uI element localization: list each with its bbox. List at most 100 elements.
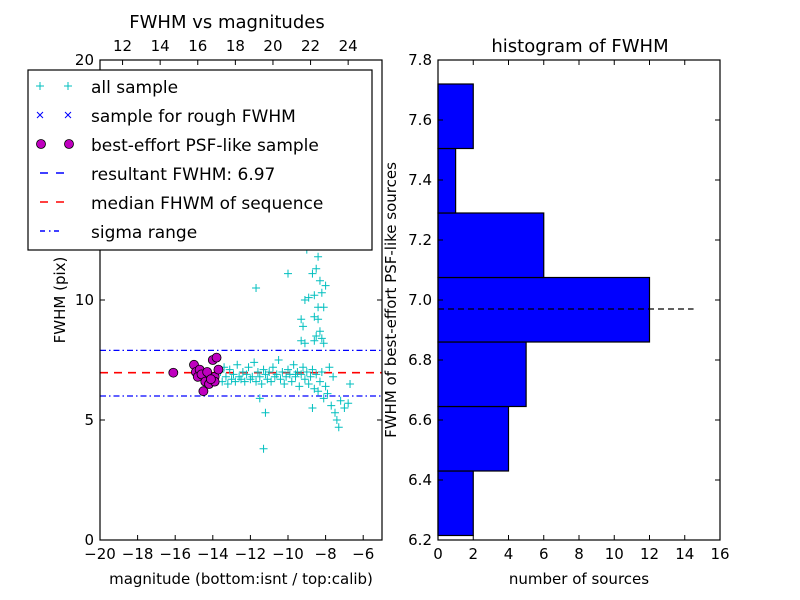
scatter-point-all-sample [317,334,326,343]
scatter-point-all-sample [299,322,308,331]
scatter-point-all-sample [321,382,330,391]
legend-entry-median-fwhm: median FHWM of sequence [40,194,323,214]
scatter-point-all-sample [291,370,300,379]
scatter-point-all-sample [231,377,240,386]
scatter-point-all-sample [229,370,238,379]
top-x-tick-label: 14 [151,37,170,55]
histogram-bar [437,276,651,343]
x-tick-label: −10 [272,545,304,563]
scatter-point-all-sample [332,416,341,424]
x-tick-label: 2 [468,545,478,563]
x-marker-icon [36,111,72,119]
x-tick-label: 8 [574,545,584,563]
legend-label: median FHWM of sequence [91,194,323,214]
histogram-bar [437,341,527,408]
y-tick-label: 7.8 [408,51,432,69]
scatter-point-all-sample [299,363,308,372]
legend-entry-psf-sample: best-effort PSF-like sample [36,136,319,156]
y-tick-label: 20 [75,51,94,69]
scatter-point-all-sample [315,327,324,336]
scatter-point-all-sample [221,372,230,381]
y-tick-label: 7.0 [408,291,432,309]
legend-entry-resultant-fwhm: resultant FWHM: 6.97 [40,165,275,185]
scatter-point-all-sample [312,332,321,340]
scatter-point-all-sample [315,276,324,285]
y-axis-ticks: 6.2 6.4 6.6 6.8 7.0 7.2 7.4 7.6 7.8 [408,51,720,549]
scatter-point-all-sample [253,368,262,376]
x-axis-ticks: 0 2 4 6 8 10 12 14 16 [433,60,730,563]
x-tick-label: −14 [197,545,229,563]
scatter-point-all-sample [336,396,345,405]
scatter-point-all-sample [325,363,334,372]
scatter-point-all-sample [244,363,253,372]
y-tick-label: 7.6 [408,111,432,129]
y-tick-label: 7.4 [408,171,432,189]
scatter-point-all-sample [223,380,232,388]
scatter-point-all-sample [317,288,326,297]
scatter-plot: −20 −18 −16 −14 −12 −10 −8 −6 0 5 10 20 12 14 16 18 20… [27,12,383,588]
scatter-point-all-sample [317,368,326,376]
legend-entry-all-sample: all sample [36,78,178,98]
x-tick-label: −16 [159,545,191,563]
scatter-point-all-sample [248,372,257,381]
scatter-point-all-sample [259,365,268,374]
scatter-point-all-sample [252,284,261,292]
x-tick-label: 4 [504,545,514,563]
scatter-point-all-sample [312,370,321,379]
top-x-tick-label: 20 [263,37,282,55]
reference-lines [100,349,382,397]
scatter-point-all-sample [319,339,328,348]
legend-entry-sigma-range: sigma range [40,223,197,243]
scatter-point-all-sample [314,387,323,396]
scatter-point-all-sample [306,372,315,381]
scatter-point-all-sample [334,423,343,432]
legend: all sample sample for rough FWHM best-ef… [27,69,373,251]
y-tick-label: 6.2 [408,531,432,549]
histogram-plot: 0 2 4 6 8 10 12 14 16 6.2 6.4 6.6 6.8 7.0 7.2 7.4 7.6 7.… [382,36,730,588]
legend-label: resultant FWHM: 6.97 [91,165,275,185]
top-x-tick-label: 12 [113,37,132,55]
scatter-point-all-sample [268,363,277,372]
x-tick-label: −8 [315,545,337,563]
scatter-point-all-sample [257,380,266,388]
y-tick-label: 5 [84,411,94,429]
scatter-point-all-sample [308,365,317,374]
histogram-bar [437,212,545,279]
histogram-bar [437,470,474,537]
histogram-bar [437,83,474,150]
x-tick-label: 0 [433,545,443,563]
scatter-point-all-sample [267,377,276,386]
x-axis-ticks: −20 −18 −16 −14 −12 −10 −8 −6 [84,535,374,563]
circle-marker-icon [36,139,74,149]
histogram-title: histogram of FWHM [491,36,668,57]
x-tick-label: 14 [675,545,694,563]
x-tick-label: 16 [710,545,729,563]
legend-label: sigma range [91,223,197,243]
scatter-point-psf-sample [213,364,224,375]
histogram-bars [437,83,651,537]
x-tick-label: 12 [640,545,659,563]
scatter-point-psf-sample [168,367,179,378]
histogram-xlabel: number of sources [509,570,649,588]
scatter-point-all-sample [340,404,349,412]
x-tick-label: 6 [539,545,549,563]
histogram-bar [437,147,457,214]
scatter-point-all-sample [310,336,319,345]
top-x-axis-ticks: 12 14 16 18 20 22 24 [113,37,358,65]
scatter-point-all-sample [323,389,332,398]
scatter-ylabel: FWHM (pix) [51,257,69,344]
scatter-point-all-sample [319,303,328,312]
scatter-point-all-sample [329,372,338,381]
histogram-bar [437,405,510,472]
scatter-point-all-sample [300,296,309,304]
scatter-point-all-sample [315,377,324,386]
y-tick-label: 6.6 [408,411,432,429]
scatter-point-psf-sample [206,374,216,385]
legend-box [27,69,373,251]
scatter-point-all-sample [278,368,287,376]
plus-marker-icon [36,82,72,90]
legend-label: best-effort PSF-like sample [91,136,319,156]
scatter-point-all-sample [295,382,304,391]
scatter-point-all-sample [287,377,296,386]
